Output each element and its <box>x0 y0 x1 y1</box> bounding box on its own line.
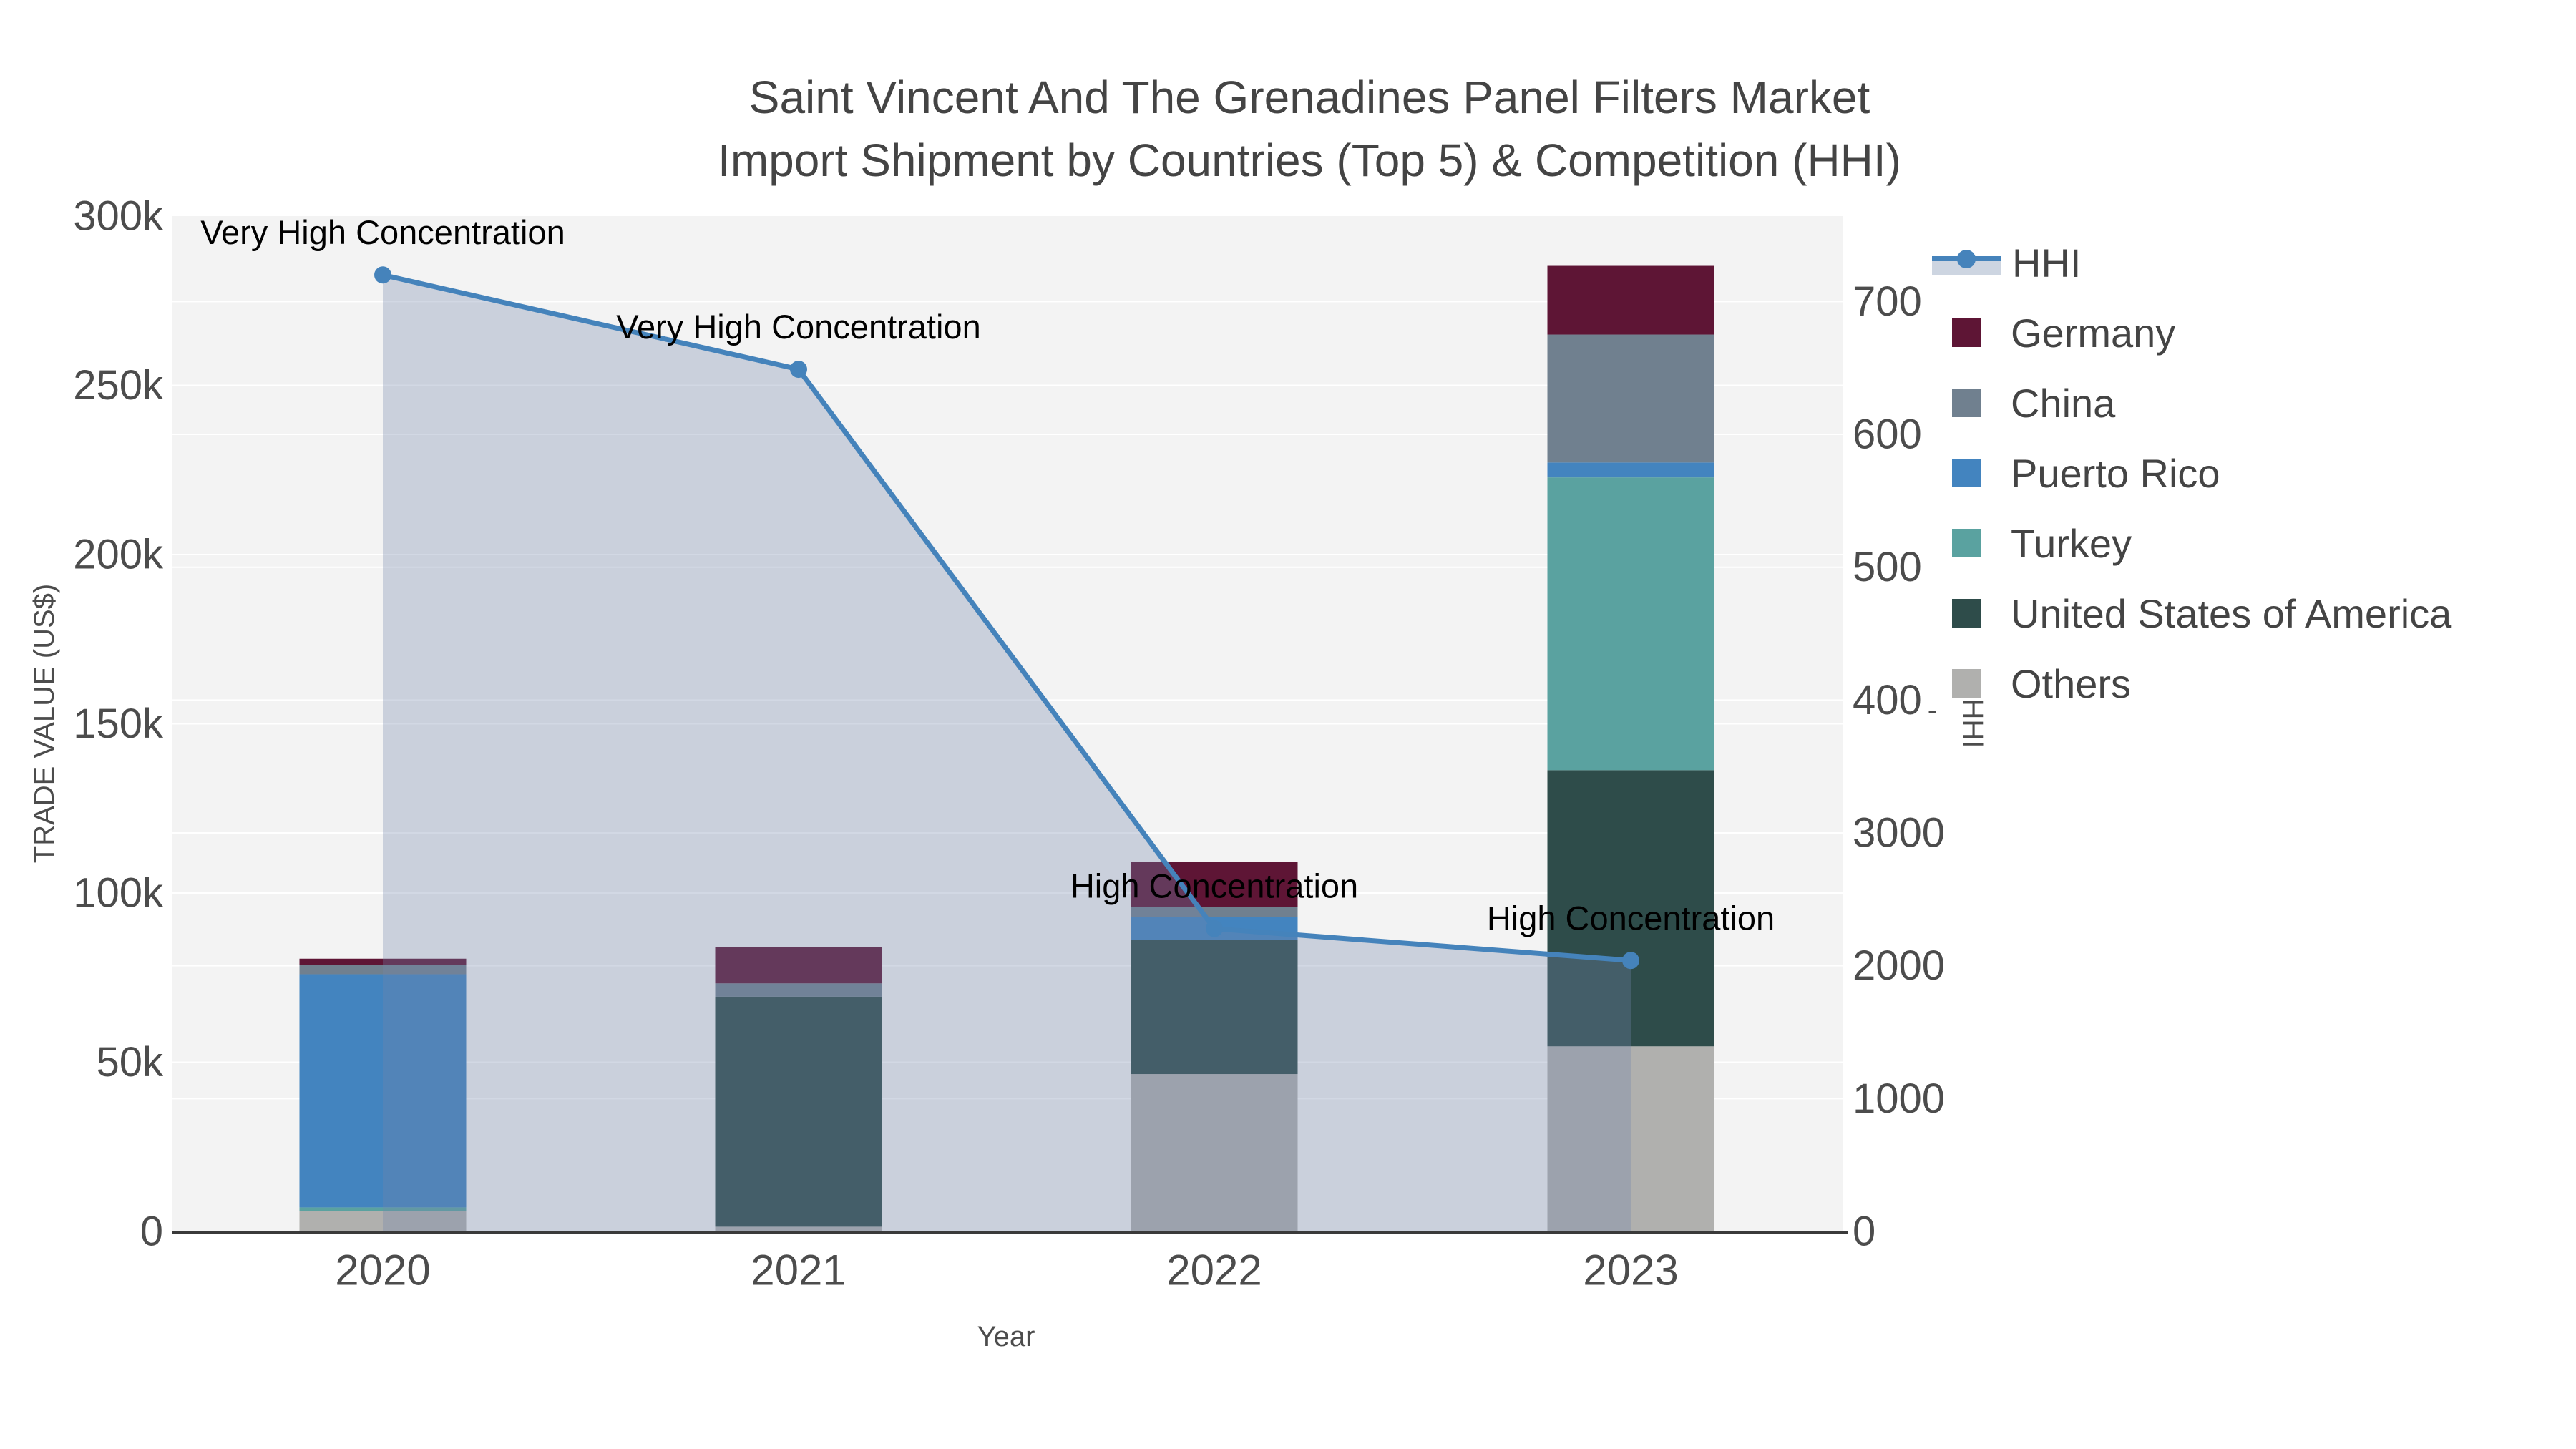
bar-segment-2021-united-states-of-america[interactable] <box>715 996 882 1227</box>
bar-segment-2020-germany[interactable] <box>299 958 467 965</box>
x-tick-2022: 2022 <box>1166 1246 1262 1294</box>
y-left-tick-50k: 50k <box>96 1039 164 1085</box>
legend-label: Germany <box>2011 310 2176 356</box>
legend-item-others[interactable]: Others <box>1931 648 2451 718</box>
y-right-tick-400: 400- <box>1853 677 1937 726</box>
bar-segment-2022-united-states-of-america[interactable] <box>1131 940 1298 1075</box>
chart-title-line2: Import Shipment by Countries (Top 5) & C… <box>718 135 1901 186</box>
y-right-tick-600: 600 <box>1853 411 1922 458</box>
y-left-tick-100k: 100k <box>73 870 164 917</box>
bar-segment-2022-china[interactable] <box>1131 907 1298 917</box>
y-right-tick-500: 500 <box>1853 544 1922 590</box>
bar-segment-2023-others[interactable] <box>1547 1046 1714 1231</box>
bar-segment-2020-others[interactable] <box>299 1211 467 1231</box>
y-left-tick-150k: 150k <box>73 701 164 747</box>
legend-item-turkey[interactable]: Turkey <box>1931 508 2451 578</box>
x-tick-2023: 2023 <box>1583 1246 1678 1294</box>
legend-label: Others <box>2011 660 2132 706</box>
legend-color-swatch-icon <box>1952 599 1981 628</box>
annotation-2023: High Concentration <box>1487 899 1775 937</box>
y-left-tick-300k: 300k <box>73 193 164 240</box>
bar-segment-2020-turkey[interactable] <box>299 1207 467 1211</box>
legend-label: United States of America <box>2011 590 2452 636</box>
legend-label: Puerto Rico <box>2011 450 2220 496</box>
bar-segment-2020-china[interactable] <box>299 965 467 975</box>
y-left-tick-200k: 200k <box>73 532 164 578</box>
y-right-tick-700: 700 <box>1853 278 1922 325</box>
hhi-marker-2021[interactable] <box>790 361 807 379</box>
bar-segment-2020-puerto-rico[interactable] <box>299 974 467 1208</box>
annotation-2022: High Concentration <box>1070 867 1358 905</box>
legend-item-puerto-rico[interactable]: Puerto Rico <box>1931 438 2451 508</box>
bar-segment-2021-germany[interactable] <box>715 947 882 984</box>
bar-segment-2023-united-states-of-america[interactable] <box>1547 770 1714 1047</box>
x-axis-title: Year <box>977 1321 1035 1352</box>
y-right-axis-title: HHI <box>1957 699 1989 748</box>
hhi-marker-2022[interactable] <box>1206 919 1223 937</box>
legend: HHI Germany China Puerto Rico Turkey United S… <box>1931 228 2451 718</box>
legend-color-swatch-icon <box>1952 318 1981 347</box>
y-right-tick-3000: 3000 <box>1853 810 1945 857</box>
chart-title: Saint Vincent And The Grenadines Panel F… <box>644 66 1975 192</box>
y-left-axis-title: TRADE VALUE (US$) <box>29 584 60 863</box>
hhi-marker-2020[interactable] <box>374 266 391 284</box>
bar-segment-2023-turkey[interactable] <box>1547 477 1714 771</box>
hhi-marker-2023[interactable] <box>1622 952 1639 970</box>
hhi-swatch-part <box>1932 261 2001 275</box>
bar-segment-2021-others[interactable] <box>715 1226 882 1231</box>
y-right-tick-1000: 1000 <box>1853 1075 1945 1122</box>
legend-color-swatch-icon <box>1952 669 1981 698</box>
hhi-line <box>380 272 1634 963</box>
legend-color-swatch-icon <box>1952 389 1981 417</box>
legend-color-swatch-icon <box>1952 459 1981 487</box>
y-left-tick-0: 0 <box>140 1209 163 1255</box>
bar-segment-2023-germany[interactable] <box>1547 265 1714 335</box>
y-right-tick-2000: 2000 <box>1853 942 1945 989</box>
hhi-line-swatch-icon <box>1932 244 2001 281</box>
legend-label: China <box>2011 380 2116 426</box>
bar-segment-2022-others[interactable] <box>1131 1074 1298 1231</box>
bar-segment-2023-china[interactable] <box>1547 334 1714 463</box>
legend-label: HHI <box>2012 240 2082 286</box>
legend-item-china[interactable]: China <box>1931 368 2451 438</box>
legend-label: Turkey <box>2011 520 2132 566</box>
legend-item-united-states-of-america[interactable]: United States of America <box>1931 578 2451 648</box>
x-tick-2020: 2020 <box>335 1246 430 1294</box>
hhi-area-fill <box>383 275 1631 1231</box>
legend-color-swatch-icon <box>1952 529 1981 557</box>
chart-title-line1: Saint Vincent And The Grenadines Panel F… <box>748 72 1870 123</box>
bar-segment-2022-germany[interactable] <box>1131 862 1298 907</box>
y-left-tick-250k: 250k <box>73 362 164 409</box>
legend-item-hhi[interactable]: HHI <box>1931 228 2451 298</box>
hhi-swatch-part <box>1957 250 1976 268</box>
x-tick-2021: 2021 <box>751 1246 846 1294</box>
bar-segment-2021-china[interactable] <box>715 983 882 997</box>
y-right-tick-0: 0 <box>1853 1209 1875 1255</box>
annotation-2021: Very High Concentration <box>616 308 980 346</box>
legend-item-germany[interactable]: Germany <box>1931 298 2451 368</box>
annotation-2020: Very High Concentration <box>200 213 565 251</box>
bar-segment-2023-puerto-rico[interactable] <box>1547 462 1714 478</box>
